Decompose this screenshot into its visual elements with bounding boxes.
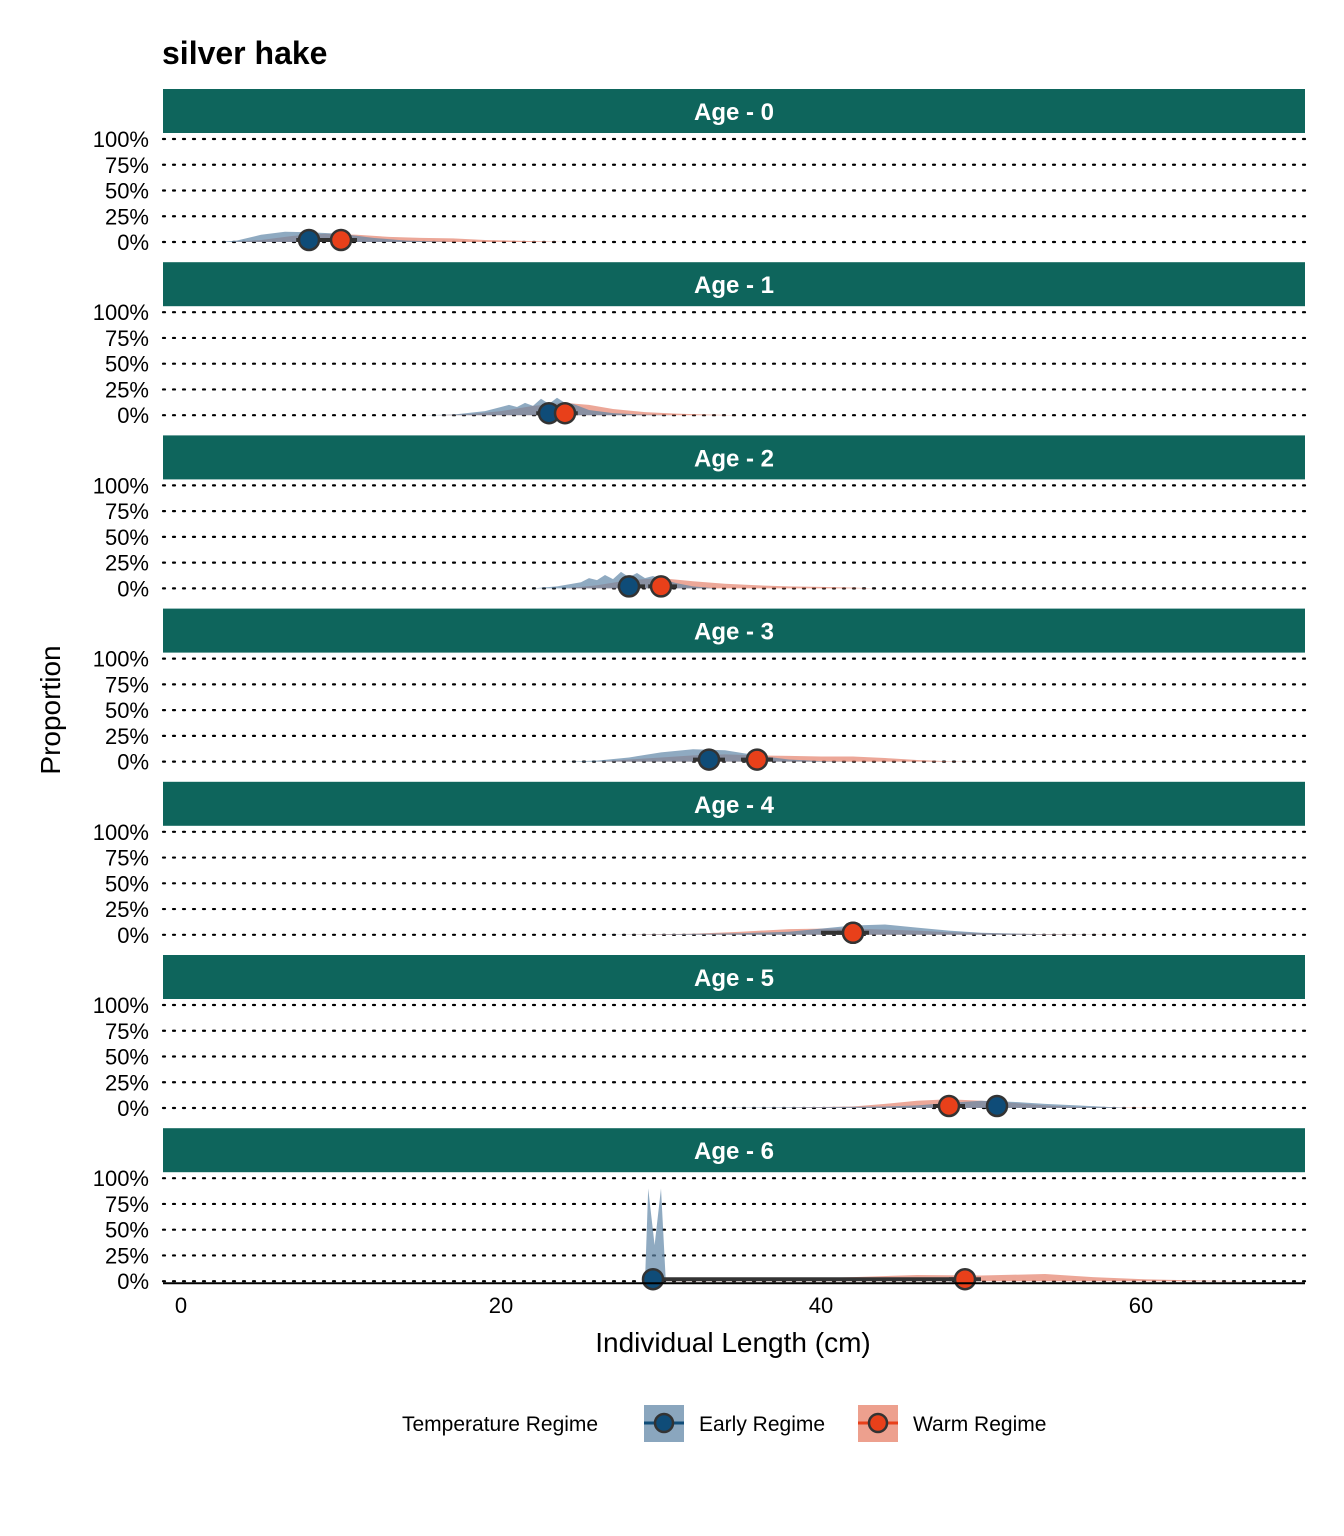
facet-strip-label: Age - 6 bbox=[694, 1138, 774, 1165]
legend-label-early: Early Regime bbox=[699, 1413, 825, 1436]
y-tick-label: 100% bbox=[93, 127, 149, 152]
y-tick-label: 100% bbox=[93, 473, 149, 498]
median-point-warm bbox=[937, 1094, 961, 1118]
chart-title: silver hake bbox=[162, 35, 327, 71]
facet-panels: Age - 00%25%50%75%100%Age - 10%25%50%75%… bbox=[93, 89, 1307, 1294]
y-tick-label: 50% bbox=[105, 525, 149, 550]
y-tick-label: 25% bbox=[105, 897, 149, 922]
facet-panel: Age - 4 0%25%50%75%100% bbox=[93, 781, 1307, 948]
x-axis-title: Individual Length (cm) bbox=[595, 1327, 870, 1358]
legend-key-early bbox=[644, 1405, 684, 1442]
y-tick-label: 0% bbox=[117, 750, 149, 775]
y-tick-label: 50% bbox=[105, 698, 149, 723]
x-tick-label: 60 bbox=[1129, 1293, 1153, 1318]
y-tick-label: 75% bbox=[105, 846, 149, 871]
y-axis-title: Proportion bbox=[35, 645, 66, 774]
median-point-early bbox=[697, 748, 721, 771]
facet-strip bbox=[163, 435, 1305, 480]
legend-key-warm bbox=[858, 1405, 898, 1442]
median-point-early bbox=[617, 575, 641, 598]
y-tick-label: 100% bbox=[93, 820, 149, 845]
y-tick-label: 50% bbox=[105, 1045, 149, 1070]
y-tick-label: 25% bbox=[105, 551, 149, 576]
y-tick-label: 50% bbox=[105, 1218, 149, 1243]
y-tick-label: 25% bbox=[105, 1070, 149, 1095]
y-tick-label: 100% bbox=[93, 993, 149, 1018]
y-tick-label: 25% bbox=[105, 724, 149, 749]
facet-strip-label: Age - 5 bbox=[694, 965, 774, 992]
median-point-early bbox=[297, 228, 321, 252]
median-point-early bbox=[985, 1094, 1009, 1118]
facet-strip bbox=[163, 608, 1305, 653]
y-tick-label: 75% bbox=[105, 499, 149, 524]
median-point-warm bbox=[953, 1267, 977, 1291]
median-point-warm bbox=[329, 228, 353, 252]
y-tick-label: 25% bbox=[105, 204, 149, 229]
y-tick-label: 75% bbox=[105, 672, 149, 697]
facet-panel: Age - 5 0%25%50%75%100% bbox=[93, 955, 1307, 1121]
y-tick-label: 100% bbox=[93, 647, 149, 672]
facet-strip bbox=[163, 262, 1305, 307]
facet-strip bbox=[163, 955, 1305, 999]
y-tick-label: 75% bbox=[105, 1192, 149, 1217]
facet-strip-label: Age - 2 bbox=[694, 445, 774, 472]
facet-strip-label: Age - 0 bbox=[694, 99, 774, 126]
facet-panel: Age - 0 0%25%50%75%100% bbox=[93, 89, 1307, 255]
legend-label-warm: Warm Regime bbox=[913, 1413, 1046, 1436]
facet-panel: Age - 2 0%25%50%75%100% bbox=[93, 435, 1307, 601]
median-point-early bbox=[641, 1267, 665, 1291]
y-tick-label: 0% bbox=[117, 1096, 149, 1121]
y-tick-label: 0% bbox=[117, 576, 149, 601]
facet-strip-label: Age - 4 bbox=[694, 792, 775, 819]
facet-strip-label: Age - 1 bbox=[694, 272, 774, 299]
y-tick-label: 100% bbox=[93, 300, 149, 325]
facet-strip bbox=[163, 781, 1305, 826]
legend-title: Temperature Regime bbox=[402, 1413, 598, 1436]
y-tick-label: 75% bbox=[105, 326, 149, 351]
median-point-warm bbox=[841, 921, 865, 945]
y-tick-label: 75% bbox=[105, 153, 149, 178]
y-tick-label: 0% bbox=[117, 1269, 149, 1294]
facet-strip-label: Age - 3 bbox=[694, 619, 774, 646]
y-tick-label: 0% bbox=[117, 923, 149, 948]
median-point-warm bbox=[745, 748, 769, 771]
x-tick-label: 40 bbox=[809, 1293, 833, 1318]
facet-panel: Age - 6 0%25%50%75%100% bbox=[93, 1128, 1307, 1294]
y-tick-label: 0% bbox=[117, 230, 149, 255]
density-early bbox=[645, 1188, 666, 1282]
facet-panel: Age - 1 0%25%50%75%100% bbox=[93, 262, 1307, 428]
y-tick-label: 50% bbox=[105, 352, 149, 377]
x-axis: 0 20 40 60 bbox=[163, 1282, 1305, 1318]
legend: Temperature Regime Early Regime Warm Reg… bbox=[402, 1405, 1046, 1442]
x-tick-label: 0 bbox=[175, 1293, 187, 1318]
facet-strip bbox=[163, 89, 1305, 133]
median-point-warm bbox=[649, 575, 673, 598]
y-tick-label: 25% bbox=[105, 377, 149, 402]
median-point-warm bbox=[553, 401, 577, 425]
y-tick-label: 75% bbox=[105, 1019, 149, 1044]
x-tick-label: 20 bbox=[489, 1293, 513, 1318]
y-tick-label: 0% bbox=[117, 403, 149, 428]
y-tick-label: 50% bbox=[105, 871, 149, 896]
y-tick-label: 25% bbox=[105, 1243, 149, 1268]
facet-panel: Age - 3 0%25%50%75%100% bbox=[93, 608, 1307, 775]
y-tick-label: 50% bbox=[105, 179, 149, 204]
facet-strip bbox=[163, 1128, 1305, 1173]
y-tick-label: 100% bbox=[93, 1166, 149, 1191]
